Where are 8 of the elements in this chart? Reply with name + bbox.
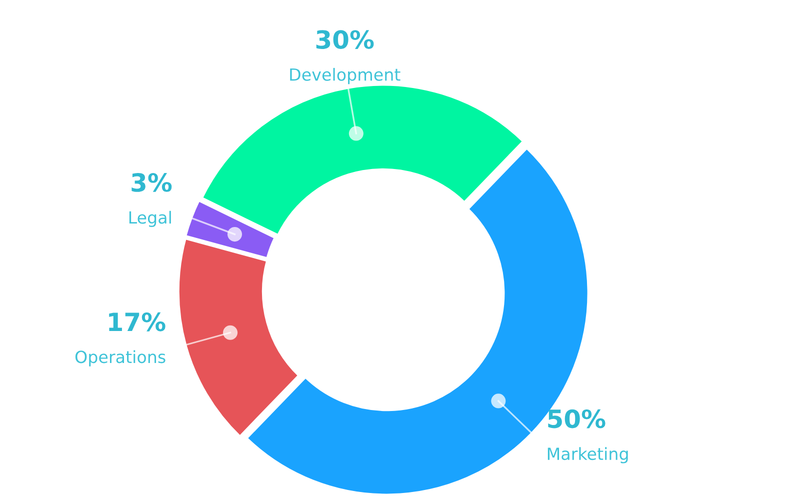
data-label: 17%	[109, 312, 166, 332]
slice-label: Legal	[129, 210, 171, 228]
slice-label: Operations	[75, 350, 166, 366]
data-label: 30%	[316, 30, 374, 49]
slice-label: Development	[290, 68, 400, 84]
data-label: 3%	[132, 173, 172, 192]
data-label: 50%	[548, 409, 606, 428]
slice-label: Marketing	[548, 447, 628, 464]
